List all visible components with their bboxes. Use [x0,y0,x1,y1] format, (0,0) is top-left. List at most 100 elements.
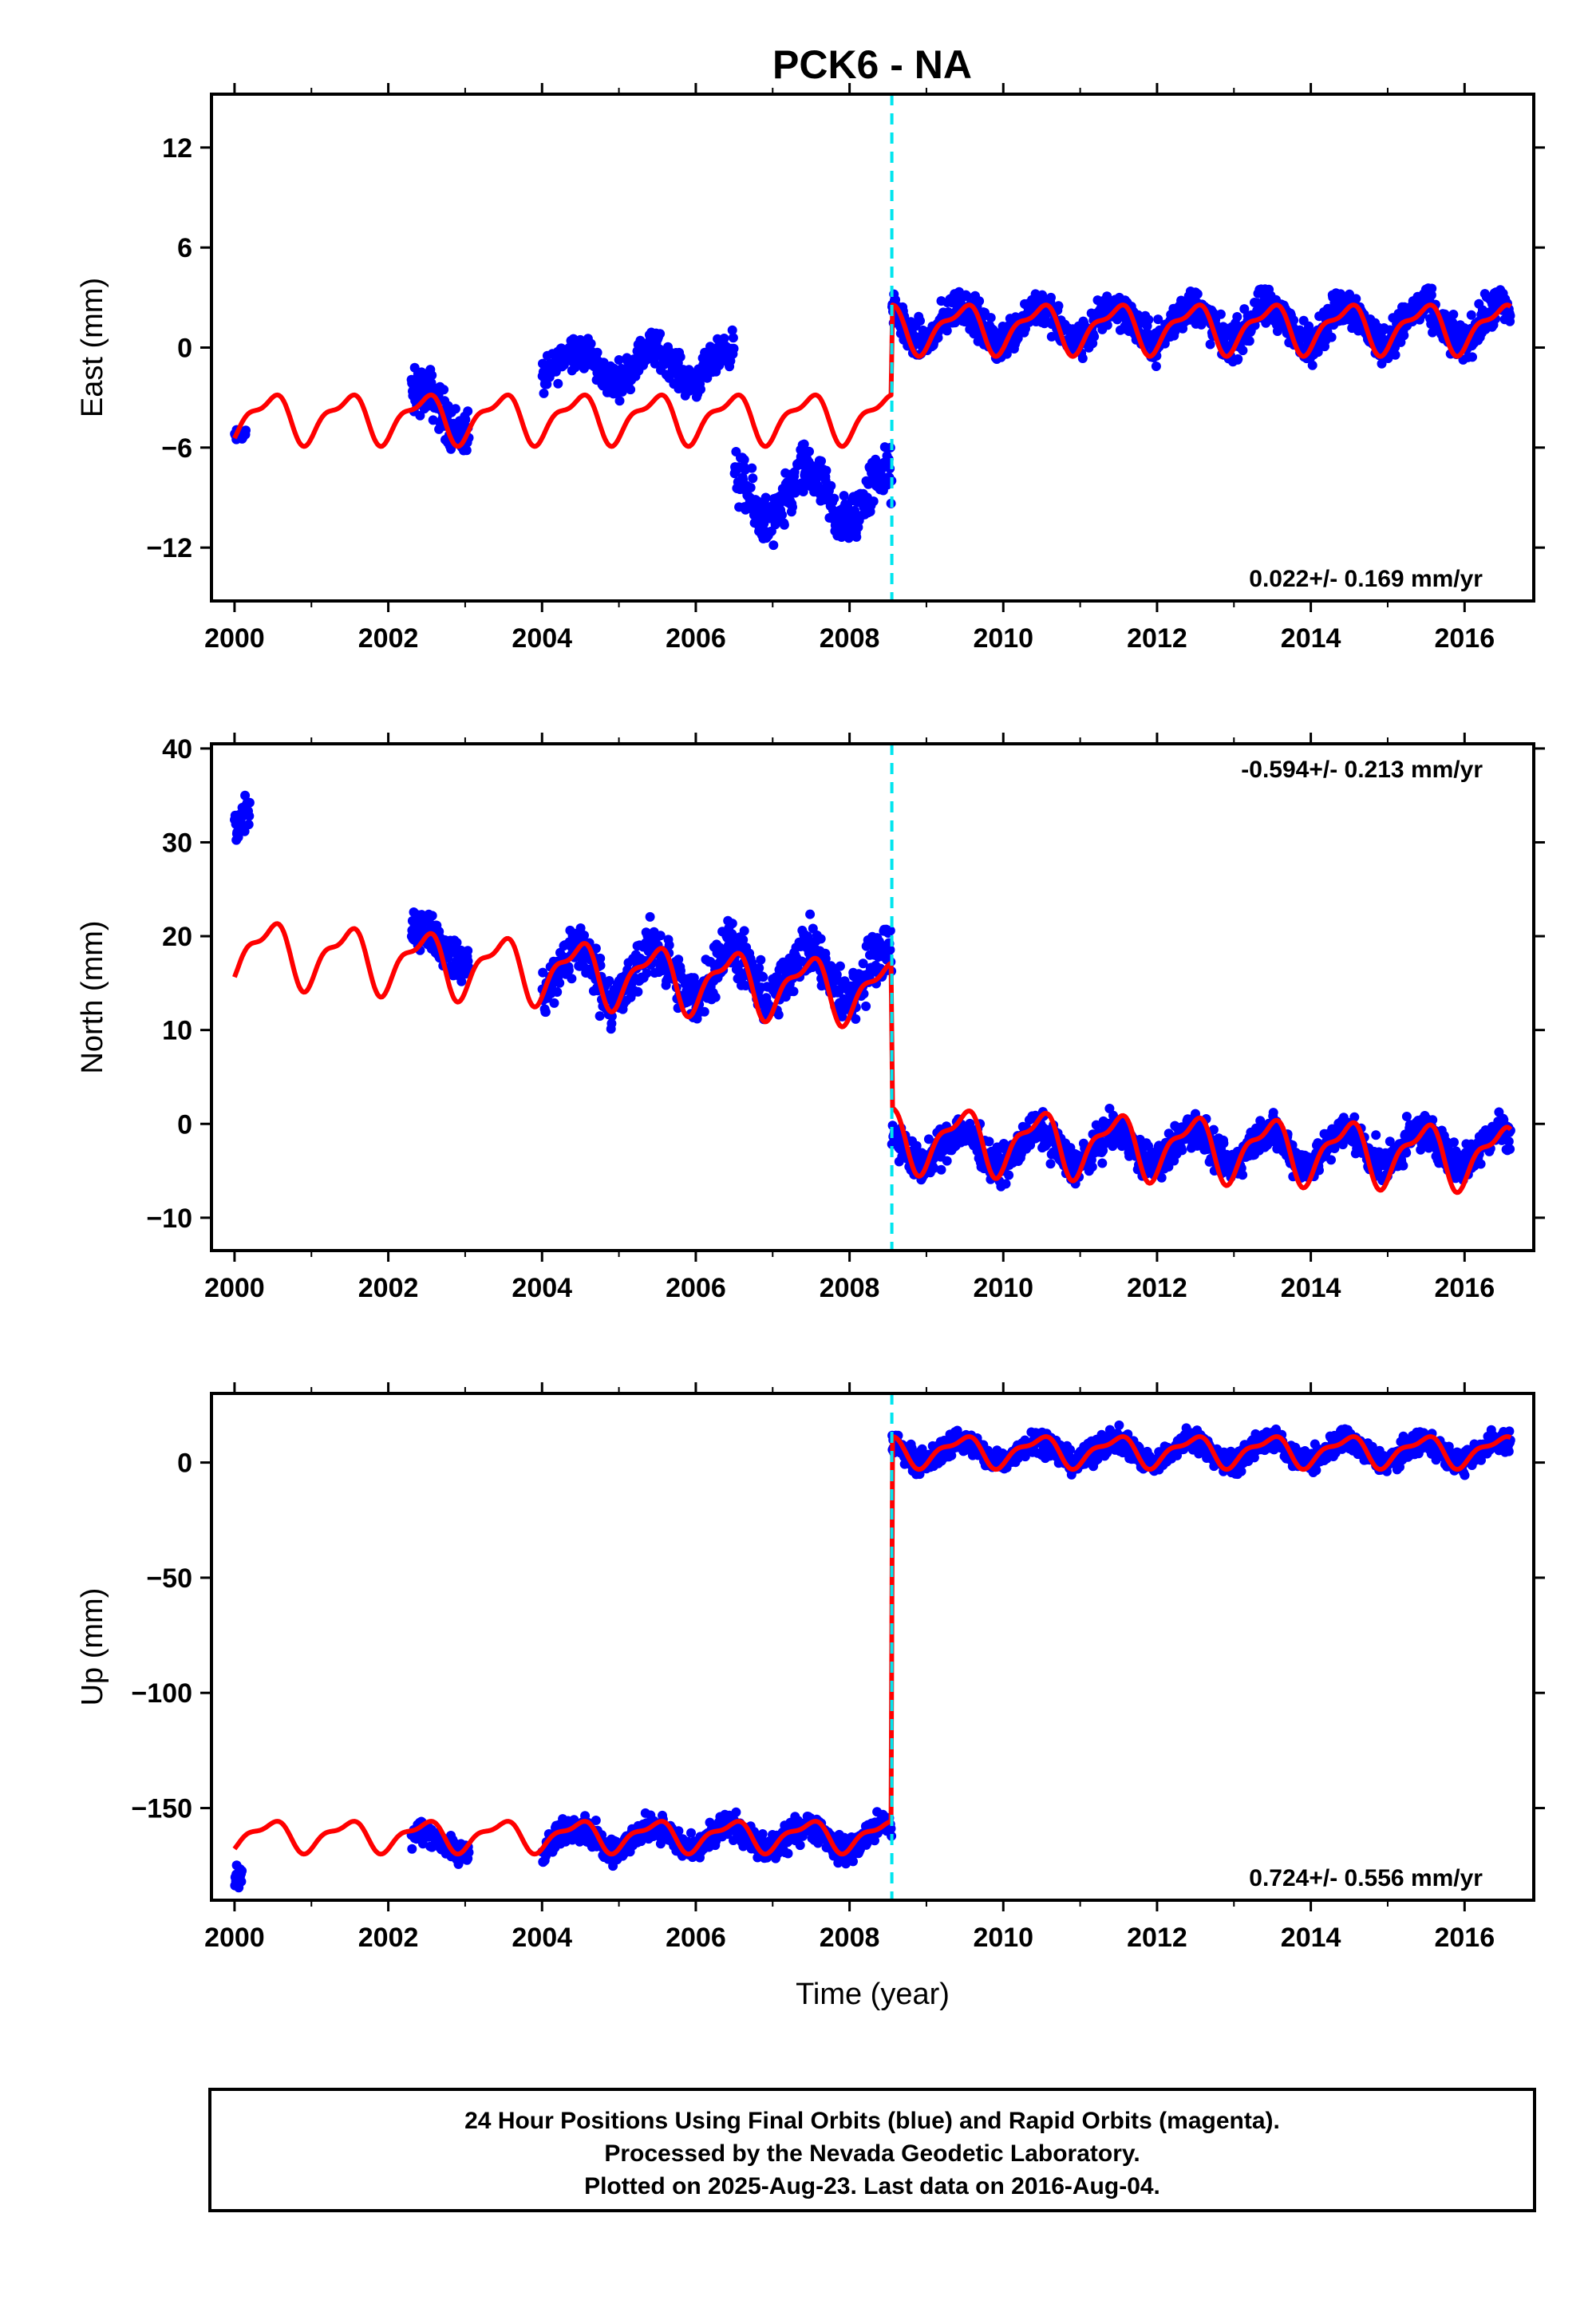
y-tick-label: 6 [177,233,192,263]
data-point [427,911,437,921]
data-point [1153,314,1163,325]
data-point [1468,352,1477,362]
data-point [816,456,826,466]
data-point [923,1134,934,1144]
data-point [727,929,737,939]
data-point [1289,315,1299,326]
x-tick-label: 2006 [666,623,726,654]
data-point [821,465,832,476]
data-point [870,1836,879,1846]
data-point [1326,1155,1336,1165]
data-point [1377,358,1387,369]
data-point [1192,289,1203,299]
data-point [446,444,456,454]
data-point [1238,1170,1248,1180]
data-point [1004,1170,1014,1180]
data-point [233,832,243,842]
data-point [1215,309,1226,319]
data-point [1208,1124,1219,1135]
x-tick-label: 2000 [204,623,265,654]
x-tick-label: 2004 [512,1273,572,1303]
data-point [748,473,758,484]
data-point [674,954,684,965]
data-point [1466,310,1476,320]
data-point [1219,1138,1229,1148]
velocity-label: -0.594+/- 0.213 mm/yr [1241,757,1483,783]
data-point [741,981,751,990]
data-point [407,1844,417,1854]
data-point [1401,1112,1412,1121]
data-point [699,1006,709,1017]
data-point [686,1828,696,1838]
data-point [799,439,809,449]
data-point [586,338,596,349]
data-point [552,987,563,997]
plot-frame [210,742,1535,1252]
plot-area [230,94,1515,601]
data-point [795,1840,805,1851]
y-tick-label: 40 [162,734,192,765]
data-point [731,1807,741,1817]
data-point [1205,339,1215,350]
x-tick-label: 2004 [512,623,572,654]
y-tick-label: 0 [177,334,192,364]
data-point [861,1001,871,1011]
data-point [1398,1160,1408,1171]
data-points [230,1420,1515,1893]
data-point [1045,1159,1056,1169]
data-point [460,414,471,425]
data-point [1351,294,1361,304]
data-point [747,463,757,473]
data-point [848,1856,858,1867]
data-point [614,396,625,406]
data-point [962,291,972,302]
data-point [674,1826,684,1836]
data-point [820,954,831,964]
data-point [754,963,764,973]
x-tick-label: 2012 [1127,623,1187,654]
data-point [456,976,467,986]
data-point [570,362,580,373]
data-point [606,1018,617,1029]
x-tick-label: 2000 [204,1273,265,1303]
data-point [1401,1148,1412,1158]
data-point [911,1140,922,1151]
data-point [595,953,606,963]
plot-frame [210,93,1535,603]
data-point [1156,1172,1167,1183]
data-point [1233,354,1243,364]
data-point [592,347,602,358]
data-point [1307,360,1317,370]
data-point [1232,312,1242,322]
data-point [1349,1112,1360,1122]
data-point [777,510,787,520]
data-point [450,404,460,414]
data-point [851,532,862,542]
data-point [696,384,705,394]
data-point [739,926,749,936]
data-point [788,502,797,512]
x-axis: 2000 2002 2004 2006 2008 2010 2012 2014 2016 [204,83,1495,654]
y-tick-label: 10 [162,1016,192,1046]
data-point [929,1163,939,1173]
data-point [1261,318,1271,328]
data-point [1505,310,1515,321]
y-axis-label: North (mm) [76,920,109,1073]
up-panel: 2000 2002 2004 2006 2008 2010 2012 2014 20160−50… [76,1382,1545,2011]
data-point [1449,1137,1459,1148]
data-point [915,316,925,326]
data-point [745,483,756,492]
east-panel: 2000 2002 2004 2006 2008 2010 2012 2014 20161260… [76,83,1545,654]
data-point [461,445,472,456]
data-point [642,968,652,978]
x-tick-label: 2016 [1434,623,1495,654]
data-point [1326,332,1337,342]
data-point [1476,1159,1486,1169]
x-axis: 2000 2002 2004 2006 2008 2010 2012 2014 2016 [204,733,1495,1303]
data-point [540,1007,551,1018]
data-point [1505,1144,1515,1154]
data-points [230,790,1515,1192]
data-point [415,410,425,421]
data-point [965,1118,975,1128]
